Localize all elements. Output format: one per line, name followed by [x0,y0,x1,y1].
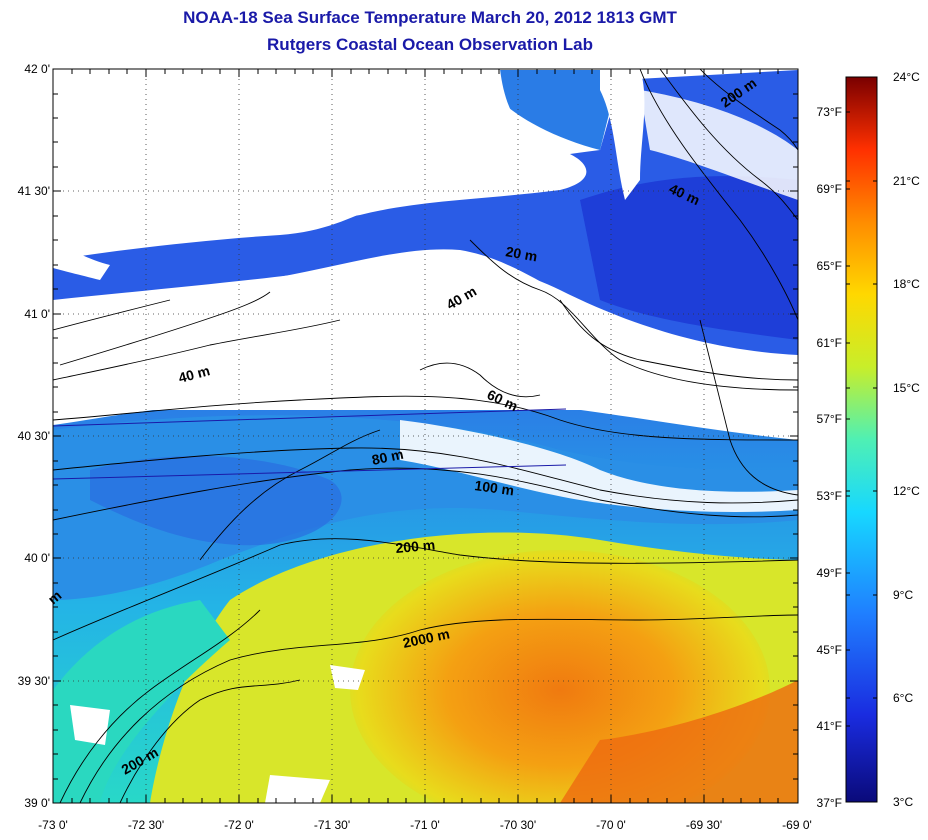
lat-label: 39 0' [24,796,50,810]
contour-label: 40 m [177,362,212,386]
lon-label: -73 0' [38,818,68,832]
fahrenheit-label: 73°F [817,105,842,119]
celsius-labels: 24°C 21°C 18°C 15°C 12°C 9°C 6°C 3°C [893,70,920,809]
latitude-labels: 42 0' 41 30' 41 0' 40 30' 40 0' 39 30' 3… [18,62,50,810]
fahrenheit-label: 49°F [817,566,842,580]
celsius-label: 21°C [893,174,920,188]
fahrenheit-label: 41°F [817,719,842,733]
transect-lines [53,408,567,480]
lon-label: -72 30' [128,818,164,832]
celsius-label: 6°C [893,691,913,705]
lon-label: -72 0' [224,818,254,832]
fahrenheit-labels: 73°F 69°F 65°F 61°F 57°F 53°F 49°F 45°F … [817,105,842,810]
lon-label: -70 0' [596,818,626,832]
lat-label: 42 0' [24,62,50,76]
bathymetry-contours [53,69,798,803]
lat-label: 39 30' [18,674,50,688]
lat-label: 40 0' [24,551,50,565]
fahrenheit-label: 57°F [817,412,842,426]
fahrenheit-label: 61°F [817,336,842,350]
lat-label: 40 30' [18,429,50,443]
colorbar-ticks [846,76,877,803]
lon-label: -71 30' [314,818,350,832]
celsius-label: 9°C [893,588,913,602]
contour-label: 200 m [395,537,436,556]
lon-label: -70 30' [500,818,536,832]
contour-label: 80 m [370,446,405,468]
longitude-labels: -73 0' -72 30' -72 0' -71 30' -71 0' -70… [38,818,812,832]
lon-label: -71 0' [410,818,440,832]
celsius-label: 12°C [893,484,920,498]
lon-label: -69 30' [686,818,722,832]
sst-field [53,69,798,803]
map-title: NOAA-18 Sea Surface Temperature March 20… [183,8,677,27]
lat-label: 41 30' [18,184,50,198]
celsius-label: 24°C [893,70,920,84]
contour-label: 100 m [474,477,516,498]
contour-label: 20 m [504,243,538,264]
fahrenheit-label: 65°F [817,259,842,273]
fahrenheit-label: 69°F [817,182,842,196]
map-subtitle: Rutgers Coastal Ocean Observation Lab [267,35,593,54]
lon-label: -69 0' [782,818,812,832]
fahrenheit-label: 53°F [817,489,842,503]
lat-label: 41 0' [24,307,50,321]
fahrenheit-label: 37°F [817,796,842,810]
graticule [53,69,798,803]
frame-ticks [52,69,798,803]
colorbar [845,76,878,803]
fahrenheit-label: 45°F [817,643,842,657]
celsius-label: 15°C [893,381,920,395]
celsius-label: 18°C [893,277,920,291]
celsius-label: 3°C [893,795,913,809]
